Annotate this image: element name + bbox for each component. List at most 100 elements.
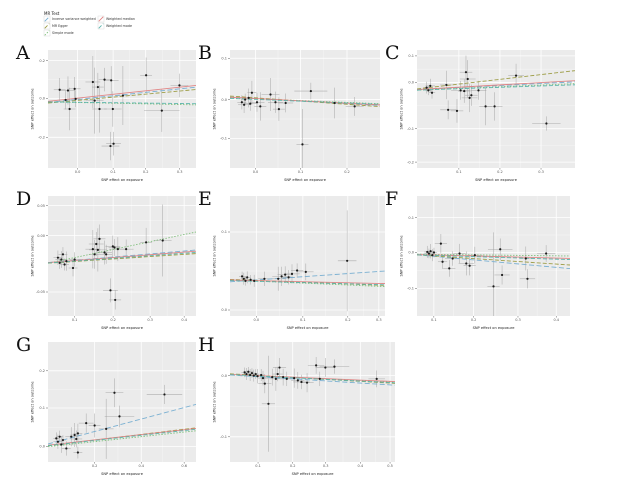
scatter-plot: 0.1 0.2 0.3 0.4 0.5 0.0 -0.1 SNP effect on expo… [213, 342, 395, 476]
panel-e: E 0.0 0.1 0.2 0.3 0.1 0.0 SNP effect on exposu… [198, 190, 389, 336]
scatter-plot: 0.2 0.4 0.6 0.2 0.1 0.0 SNP effect on exposure… [31, 342, 196, 476]
svg-text:-0.1: -0.1 [407, 127, 414, 131]
svg-text:0.0: 0.0 [254, 318, 260, 322]
svg-text:SNP effect on exposure: SNP effect on exposure [292, 472, 335, 476]
svg-text:0.3: 0.3 [177, 170, 183, 174]
svg-text:Weighted median: Weighted median [106, 17, 135, 21]
svg-text:MR Test: MR Test [44, 11, 60, 16]
panel-letter: C [385, 42, 400, 64]
svg-text:0.1: 0.1 [221, 56, 227, 60]
svg-text:SNP effect on outcome: SNP effect on outcome [31, 381, 35, 423]
panel-letter: G [16, 334, 32, 356]
svg-text:SNP effect on exposure: SNP effect on exposure [101, 472, 144, 476]
svg-text:-0.2: -0.2 [407, 160, 414, 164]
svg-text:Simple mode: Simple mode [52, 31, 74, 35]
svg-text:0.2: 0.2 [471, 318, 477, 322]
svg-text:SNP effect on outcome: SNP effect on outcome [31, 88, 35, 130]
svg-text:Inverse variance weighted: Inverse variance weighted [52, 17, 96, 21]
svg-text:0.2: 0.2 [143, 170, 149, 174]
svg-text:Weighted mode: Weighted mode [106, 24, 132, 28]
panel-g: G 0.2 0.4 0.6 0.2 0.1 0.0 SNP effect on exposu… [16, 336, 200, 482]
svg-text:0.00: 0.00 [37, 234, 45, 238]
svg-text:0.2: 0.2 [110, 318, 116, 322]
svg-text:MR Egger: MR Egger [52, 24, 68, 28]
svg-text:SNP effect on exposure: SNP effect on exposure [101, 178, 144, 182]
svg-text:0.0: 0.0 [75, 170, 81, 174]
panel-h: H 0.1 0.2 0.3 0.4 0.5 0.0 -0.1 SNP effect on ex… [198, 336, 399, 482]
svg-text:SNP effect on outcome: SNP effect on outcome [213, 88, 217, 130]
svg-text:0.1: 0.1 [39, 406, 45, 410]
scatter-plot: 0.0 0.1 0.2 0.3 0.1 0.0 SNP effect on exposure… [213, 196, 385, 330]
svg-text:0.3: 0.3 [376, 318, 382, 322]
svg-text:0.1: 0.1 [221, 230, 227, 234]
svg-text:0.4: 0.4 [181, 318, 187, 322]
panel-letter: E [198, 188, 212, 210]
svg-text:0.2: 0.2 [92, 464, 98, 468]
panel-c: C 0.1 0.2 0.3 0.1 0.0 -0.1 -0.2 SNP effect on e… [385, 44, 579, 188]
svg-text:0.0: 0.0 [39, 97, 45, 101]
svg-text:0.3: 0.3 [538, 170, 544, 174]
svg-text:0.1: 0.1 [408, 216, 414, 220]
svg-text:0.0: 0.0 [221, 98, 227, 102]
svg-text:0.1: 0.1 [431, 318, 437, 322]
svg-text:0.2: 0.2 [344, 170, 350, 174]
svg-text:0.1: 0.1 [408, 54, 414, 58]
svg-text:-0.1: -0.1 [407, 287, 414, 291]
svg-text:0.0: 0.0 [253, 170, 259, 174]
scatter-plot: 0.1 0.2 0.3 0.1 0.0 -0.1 -0.2 SNP effect on exp… [400, 50, 575, 182]
svg-text:0.4: 0.4 [358, 464, 364, 468]
mr-test-legend: MR Test Inverse variance weighted Weighted… [42, 10, 154, 44]
svg-text:0.1: 0.1 [255, 464, 261, 468]
panel-letter: H [198, 334, 215, 356]
svg-text:-0.05: -0.05 [36, 290, 45, 294]
panel-letter: F [385, 188, 399, 210]
svg-text:SNP effect on exposure: SNP effect on exposure [287, 326, 330, 330]
svg-text:0.0: 0.0 [221, 308, 227, 312]
svg-text:-0.1: -0.1 [220, 137, 227, 141]
svg-text:0.0: 0.0 [408, 81, 414, 85]
svg-text:0.0: 0.0 [39, 445, 45, 449]
scatter-plot: 0.1 0.2 0.3 0.4 0.1 0.0 -0.1 SNP effect on expo… [400, 196, 570, 330]
svg-text:0.6: 0.6 [181, 464, 187, 468]
panel-f: F 0.1 0.2 0.3 0.4 0.1 0.0 -0.1 SNP effect on ex… [385, 190, 574, 336]
svg-text:0.0: 0.0 [221, 374, 227, 378]
svg-text:0.0: 0.0 [408, 251, 414, 255]
scatter-plot: 0.0 0.1 0.2 0.3 0.2 0.0 -0.2 SNP effect on expo… [31, 50, 196, 182]
svg-text:0.1: 0.1 [456, 170, 462, 174]
svg-text:-0.1: -0.1 [220, 435, 227, 439]
panel-a: A 0.0 0.1 0.2 0.3 0.2 0.0 -0.2 SNP effect on ex… [16, 44, 200, 188]
svg-text:-0.2: -0.2 [38, 136, 45, 140]
svg-text:SNP effect on outcome: SNP effect on outcome [400, 88, 404, 130]
svg-text:0.2: 0.2 [290, 464, 296, 468]
svg-text:0.3: 0.3 [515, 318, 521, 322]
svg-text:0.1: 0.1 [300, 318, 306, 322]
svg-text:SNP effect on outcome: SNP effect on outcome [31, 235, 35, 277]
svg-text:0.3: 0.3 [147, 318, 153, 322]
svg-text:0.3: 0.3 [323, 464, 329, 468]
svg-text:0.4: 0.4 [138, 464, 144, 468]
svg-text:SNP effect on outcome: SNP effect on outcome [400, 235, 404, 277]
svg-text:0.4: 0.4 [553, 318, 559, 322]
svg-text:SNP effect on outcome: SNP effect on outcome [213, 235, 217, 277]
scatter-plot: 0.0 0.1 0.2 0.1 0.0 -0.1 SNP effect on exposur… [213, 50, 380, 182]
panel-d: D 0.1 0.2 0.3 0.4 0.05 0.00 -0.05 SNP effect on… [16, 190, 200, 336]
svg-text:SNP effect on exposure: SNP effect on exposure [101, 326, 144, 330]
svg-text:0.2: 0.2 [39, 369, 45, 373]
svg-text:SNP effect on outcome: SNP effect on outcome [213, 381, 217, 423]
panel-letter: D [16, 188, 32, 210]
svg-text:0.2: 0.2 [345, 318, 351, 322]
panel-b: B 0.0 0.1 0.2 0.1 0.0 -0.1 SNP effect on expos… [198, 44, 384, 188]
scatter-plot: 0.1 0.2 0.3 0.4 0.05 0.00 -0.05 SNP effect on e… [31, 196, 196, 330]
svg-text:0.05: 0.05 [37, 204, 45, 208]
svg-text:0.1: 0.1 [72, 318, 78, 322]
svg-text:0.1: 0.1 [110, 170, 116, 174]
svg-text:0.2: 0.2 [39, 59, 45, 63]
svg-text:SNP effect on exposure: SNP effect on exposure [284, 178, 327, 182]
panel-letter: B [198, 42, 212, 64]
svg-text:SNP effect on exposure: SNP effect on exposure [473, 326, 516, 330]
panel-letter: A [16, 42, 30, 64]
svg-text:0.1: 0.1 [298, 170, 304, 174]
svg-text:0.5: 0.5 [387, 464, 393, 468]
